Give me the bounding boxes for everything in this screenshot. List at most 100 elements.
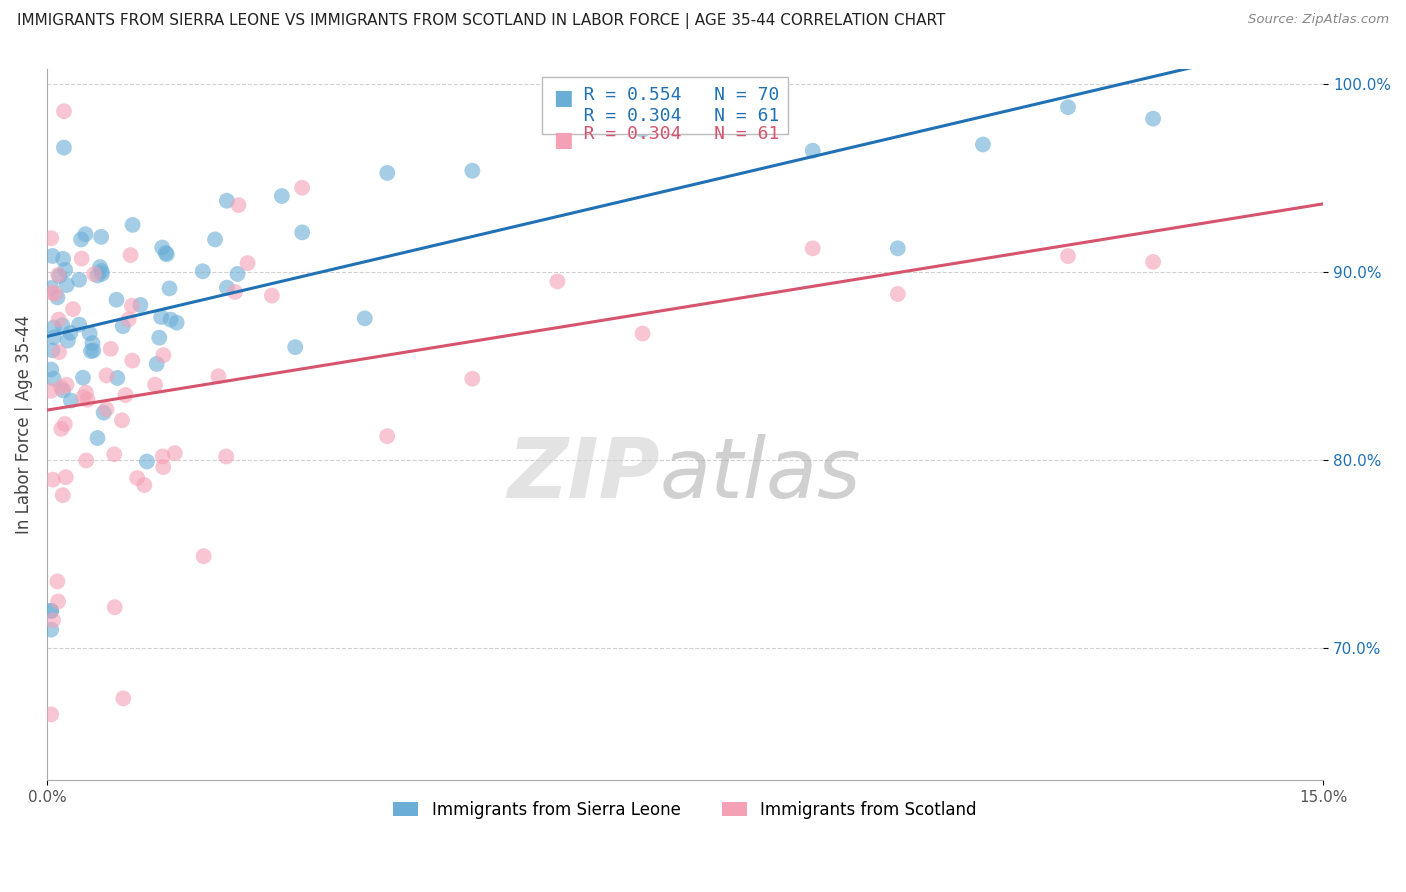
Point (83, 267, 105, 281)
Point (546, 275, 568, 289)
Point (127, 471, 149, 485)
Point (152, 450, 174, 464)
Point (41, 285, 63, 300)
Point (103, 447, 125, 461)
Point (145, 357, 167, 371)
Point (236, 256, 259, 270)
Point (42, 330, 65, 344)
Point (96, 368, 118, 383)
Point (55, 377, 77, 392)
Point (461, 372, 484, 386)
Point (46, 594, 69, 608)
Point (112, 691, 135, 706)
Point (1057, 249, 1080, 263)
Point (59, 326, 82, 340)
Point (53, 263, 76, 277)
Point (49, 381, 72, 395)
Point (46, 574, 69, 589)
Point (104, 600, 127, 615)
Point (135, 454, 157, 468)
Point (56, 334, 79, 348)
Point (67, 273, 90, 287)
Point (39, 604, 62, 618)
Point (150, 310, 173, 324)
Point (166, 316, 188, 330)
Point (76, 392, 98, 407)
Point (163, 446, 186, 460)
Text: atlas: atlas (659, 434, 862, 515)
Point (90, 267, 112, 281)
Point (159, 312, 181, 326)
Point (156, 247, 179, 261)
Point (48, 345, 70, 359)
Point (1057, 100, 1080, 114)
Point (39, 231, 62, 245)
Point (75, 227, 97, 242)
Point (90, 264, 112, 278)
Point (51, 422, 73, 436)
Point (111, 319, 134, 334)
Point (42, 473, 65, 487)
Legend: Immigrants from Sierra Leone, Immigrants from Scotland: Immigrants from Sierra Leone, Immigrants… (387, 794, 984, 825)
Point (39, 604, 62, 618)
Point (52, 252, 75, 266)
Point (52, 384, 75, 398)
Point (353, 311, 375, 326)
Text: ZIP: ZIP (508, 434, 659, 515)
Text: IMMIGRANTS FROM SIERRA LEONE VS IMMIGRANTS FROM SCOTLAND IN LABOR FORCE | AGE 35: IMMIGRANTS FROM SIERRA LEONE VS IMMIGRAN… (17, 13, 945, 29)
Point (105, 371, 128, 385)
Text: R = 0.554   N = 70
   R = 0.304   N = 61: R = 0.554 N = 70 R = 0.304 N = 61 (551, 87, 779, 125)
Point (193, 549, 215, 564)
Point (717, 115, 740, 129)
Point (39, 384, 62, 398)
Point (152, 348, 174, 362)
Point (150, 240, 173, 254)
Point (75, 453, 97, 467)
Point (291, 226, 314, 240)
Point (226, 267, 249, 281)
Point (224, 285, 246, 299)
Point (53, 417, 76, 431)
Point (801, 241, 824, 255)
Point (51, 318, 73, 333)
Point (260, 288, 283, 302)
Point (93, 406, 115, 420)
Point (39, 362, 62, 376)
Point (111, 413, 134, 427)
Point (96, 402, 118, 417)
Point (207, 369, 229, 384)
Point (134, 478, 156, 492)
Point (72, 370, 94, 384)
Point (121, 353, 143, 368)
Text: Source: ZipAtlas.com: Source: ZipAtlas.com (1249, 13, 1389, 27)
Point (100, 342, 122, 356)
Point (117, 312, 139, 326)
Point (114, 388, 136, 402)
Text: R = 0.304   N = 61: R = 0.304 N = 61 (551, 125, 779, 143)
Point (55, 470, 77, 484)
Point (59, 393, 82, 408)
Point (46, 290, 69, 304)
Point (48, 312, 70, 326)
Point (82, 336, 104, 351)
Point (39, 281, 62, 295)
Y-axis label: In Labor Force | Age 35-44: In Labor Force | Age 35-44 (15, 315, 32, 534)
Point (62, 302, 84, 317)
Point (42, 371, 65, 385)
Point (204, 232, 226, 246)
Point (972, 137, 994, 152)
Point (42, 320, 65, 334)
Point (48, 268, 70, 283)
Point (86, 431, 108, 445)
Point (67, 318, 90, 332)
Point (70, 232, 93, 246)
Point (375, 429, 398, 443)
Point (159, 281, 181, 295)
Point (801, 144, 824, 158)
Point (887, 287, 910, 301)
Point (39, 707, 62, 722)
Point (53, 104, 76, 119)
Point (82, 343, 104, 358)
Point (143, 377, 166, 392)
Text: ■: ■ (554, 130, 574, 151)
